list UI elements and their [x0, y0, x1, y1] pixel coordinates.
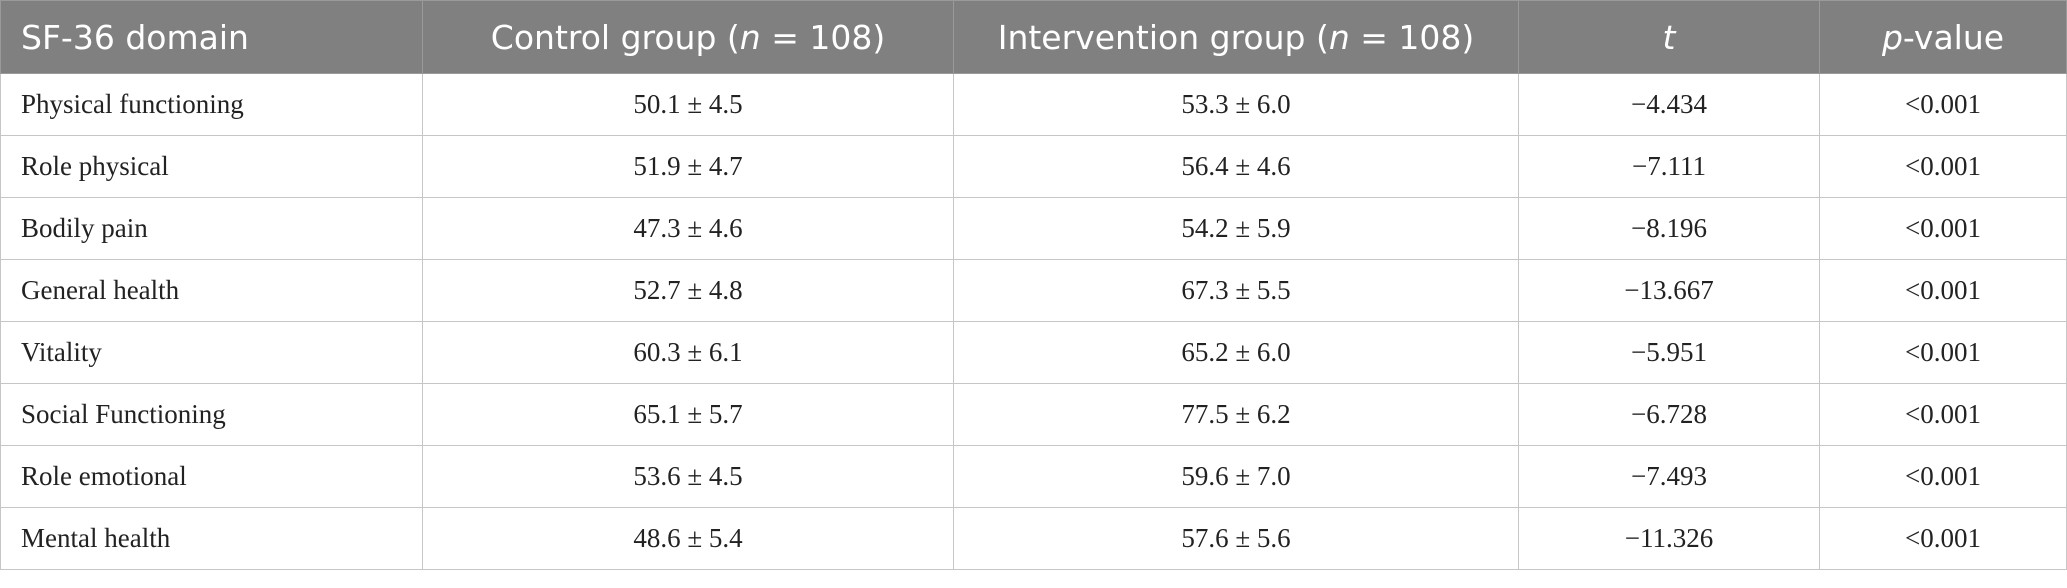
table-cell: −7.111: [1518, 135, 1820, 198]
table-cell: 48.6 ± 5.4: [422, 507, 954, 570]
table-row: General health 52.7 ± 4.8 67.3 ± 5.5 −13.66…: [0, 259, 2067, 322]
table-cell: 52.7 ± 4.8: [422, 259, 954, 322]
table-cell: 47.3 ± 4.6: [422, 197, 954, 260]
table-cell: −8.196: [1518, 197, 1820, 260]
table-row: Role physical 51.9 ± 4.7 56.4 ± 4.6 −7.111 <…: [0, 135, 2067, 198]
table-cell: 57.6 ± 5.6: [953, 507, 1519, 570]
table-cell: 65.2 ± 6.0: [953, 321, 1519, 384]
table-cell: 51.9 ± 4.7: [422, 135, 954, 198]
table-row: Role emotional 53.6 ± 4.5 59.6 ± 7.0 −7.493…: [0, 445, 2067, 508]
table-cell: <0.001: [1819, 73, 2067, 136]
header-text: n: [1328, 17, 1350, 57]
table-cell: −5.951: [1518, 321, 1820, 384]
header-cell: SF-36 domain: [0, 0, 423, 74]
row-label: Vitality: [0, 321, 423, 384]
table-cell: 50.1 ± 4.5: [422, 73, 954, 136]
table-cell: <0.001: [1819, 507, 2067, 570]
table-row: Social Functioning 65.1 ± 5.7 77.5 ± 6.2 −6…: [0, 383, 2067, 446]
table-cell: 56.4 ± 4.6: [953, 135, 1519, 198]
table-cell: −11.326: [1518, 507, 1820, 570]
table-cell: 53.3 ± 6.0: [953, 73, 1519, 136]
table-row: Bodily pain 47.3 ± 4.6 54.2 ± 5.9 −8.196 <0.…: [0, 197, 2067, 260]
table-cell: −7.493: [1518, 445, 1820, 508]
table-row: Physical functioning 50.1 ± 4.5 53.3 ± 6.0…: [0, 73, 2067, 136]
header-text: = 108): [760, 17, 886, 57]
row-label: Physical functioning: [0, 73, 423, 136]
table-cell: −6.728: [1518, 383, 1820, 446]
table-cell: <0.001: [1819, 383, 2067, 446]
table-cell: <0.001: [1819, 321, 2067, 384]
table-cell: −4.434: [1518, 73, 1820, 136]
row-label: Role emotional: [0, 445, 423, 508]
table-cell: <0.001: [1819, 259, 2067, 322]
row-label: Bodily pain: [0, 197, 423, 260]
header-text: -value: [1902, 17, 2005, 57]
header-cell: t: [1518, 0, 1820, 74]
table-row: Mental health 48.6 ± 5.4 57.6 ± 5.6 −11.326…: [0, 507, 2067, 570]
header-text: = 108): [1349, 17, 1475, 57]
header-cell: Control group (n = 108): [422, 0, 954, 74]
row-label: Role physical: [0, 135, 423, 198]
row-label: Mental health: [0, 507, 423, 570]
table-cell: 54.2 ± 5.9: [953, 197, 1519, 260]
table-cell: <0.001: [1819, 135, 2067, 198]
table-cell: 59.6 ± 7.0: [953, 445, 1519, 508]
table-cell: <0.001: [1819, 197, 2067, 260]
table-cell: 65.1 ± 5.7: [422, 383, 954, 446]
header-text: n: [739, 17, 761, 57]
header-cell: p-value: [1819, 0, 2067, 74]
table-cell: 53.6 ± 4.5: [422, 445, 954, 508]
table-cell: <0.001: [1819, 445, 2067, 508]
header-cell: Intervention group (n = 108): [953, 0, 1519, 74]
header-row: SF-36 domain Control group (n = 108) Int…: [0, 0, 2067, 74]
row-label: Social Functioning: [0, 383, 423, 446]
header-text: Control group (: [490, 17, 740, 57]
table-cell: −13.667: [1518, 259, 1820, 322]
table-body: Physical functioning 50.1 ± 4.5 53.3 ± 6.0…: [0, 73, 2067, 570]
row-label: General health: [0, 259, 423, 322]
table-row: Vitality 60.3 ± 6.1 65.2 ± 6.0 −5.951 <0.001: [0, 321, 2067, 384]
table-cell: 67.3 ± 5.5: [953, 259, 1519, 322]
header-text: p: [1881, 17, 1903, 57]
table-cell: 77.5 ± 6.2: [953, 383, 1519, 446]
header-text: SF-36 domain: [21, 17, 249, 57]
table-cell: 60.3 ± 6.1: [422, 321, 954, 384]
header-text: t: [1662, 17, 1676, 57]
results-table: SF-36 domain Control group (n = 108) Int…: [0, 0, 2067, 570]
header-text: Intervention group (: [997, 17, 1329, 57]
